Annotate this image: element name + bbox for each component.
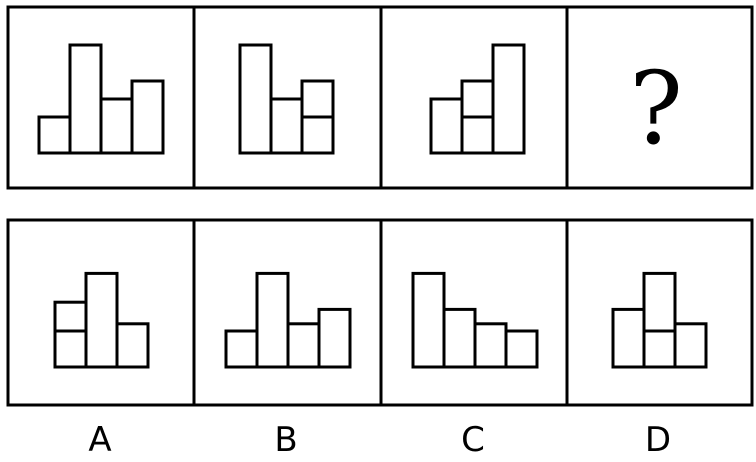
question-row [6, 5, 754, 190]
option-3-block-3 [673, 322, 708, 369]
question-0-block-1 [68, 43, 103, 155]
question-2-block-0 [429, 97, 464, 155]
option-label-d: D [644, 420, 672, 460]
option-label-b: B [274, 420, 298, 460]
option-2-block-0 [411, 271, 446, 369]
option-3-block-1 [642, 329, 677, 369]
option-a [53, 271, 150, 369]
option-d [611, 271, 708, 369]
option-3-block-2 [642, 271, 677, 333]
question-1-block-2 [300, 115, 335, 155]
question-0-block-2 [99, 97, 134, 155]
question-0-block-0 [37, 115, 72, 155]
option-2-block-3 [504, 329, 539, 369]
question-mark: ? [629, 50, 683, 167]
question-2-block-2 [460, 79, 495, 119]
question-0-block-3 [130, 79, 165, 155]
option-label-a: A [88, 420, 112, 460]
question-2-block-3 [491, 43, 526, 155]
option-b [224, 271, 352, 369]
option-0-block-1 [53, 300, 88, 333]
option-row [6, 218, 754, 407]
option-2-block-2 [473, 322, 508, 369]
question-1-block-3 [300, 79, 335, 119]
option-3-block-0 [611, 307, 646, 369]
option-1-block-0 [224, 329, 259, 369]
figure-1 [37, 43, 165, 155]
figure-unknown: ? [629, 50, 683, 167]
option-1-block-2 [286, 322, 321, 369]
option-c [411, 271, 539, 369]
question-2-block-1 [460, 115, 495, 155]
option-1-block-1 [255, 271, 290, 369]
figure-2 [238, 43, 335, 155]
option-0-block-2 [84, 271, 119, 369]
figure-3 [429, 43, 526, 155]
question-1-block-1 [269, 97, 304, 155]
option-label-c: C [461, 420, 485, 460]
option-1-block-3 [317, 307, 352, 369]
option-0-block-3 [115, 322, 150, 369]
option-2-block-1 [442, 307, 477, 369]
option-0-block-0 [53, 329, 88, 369]
question-1-block-0 [238, 43, 273, 155]
